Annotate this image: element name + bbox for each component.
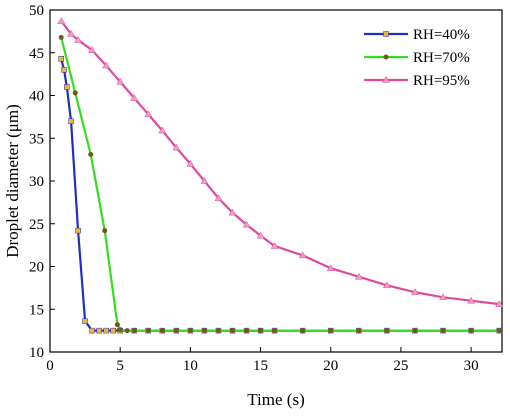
x-tick-label: 20 xyxy=(323,358,338,374)
data-point xyxy=(242,220,251,228)
data-point xyxy=(270,241,279,249)
legend-item: RH=40% xyxy=(364,27,470,43)
data-point xyxy=(300,328,306,334)
data-point xyxy=(116,77,125,85)
data-point xyxy=(326,264,335,271)
data-point xyxy=(215,328,221,334)
data-point xyxy=(439,293,447,301)
data-point xyxy=(158,126,167,134)
data-point xyxy=(74,35,83,43)
x-tick-label: 5 xyxy=(116,358,124,374)
data-point xyxy=(61,67,67,73)
y-tick-label: 30 xyxy=(29,174,44,190)
data-point xyxy=(124,328,130,334)
data-point xyxy=(384,328,390,334)
y-tick-label: 50 xyxy=(29,3,44,19)
x-tick-label: 0 xyxy=(46,358,54,374)
y-tick-label: 15 xyxy=(29,302,44,318)
data-point xyxy=(382,76,390,83)
y-tick-label: 35 xyxy=(29,131,44,147)
data-point xyxy=(102,228,108,234)
y-axis-label: Droplet diameter (μm) xyxy=(3,104,22,258)
data-point xyxy=(214,194,223,201)
data-point xyxy=(58,34,64,40)
data-point xyxy=(72,90,78,96)
legend-item: RH=70% xyxy=(364,50,470,66)
y-tick-label: 45 xyxy=(29,46,44,62)
y-tick-label: 25 xyxy=(29,217,44,233)
y-tick-label: 40 xyxy=(29,89,44,105)
data-point xyxy=(496,328,502,334)
data-point xyxy=(102,61,111,69)
data-point xyxy=(298,251,307,259)
data-point xyxy=(89,327,95,334)
x-axis-label: Time (s) xyxy=(247,390,304,409)
data-point xyxy=(159,328,165,334)
series-2 xyxy=(58,34,502,334)
data-point xyxy=(200,177,209,184)
data-point xyxy=(468,328,474,334)
data-point xyxy=(57,17,66,24)
data-point xyxy=(256,231,265,239)
data-point xyxy=(110,327,116,334)
legend-label: RH=70% xyxy=(413,50,470,66)
data-point xyxy=(186,159,195,167)
data-point xyxy=(328,328,334,334)
data-point xyxy=(75,227,81,234)
data-point xyxy=(173,328,179,334)
legend: RH=40% RH=70% RH=95% xyxy=(364,27,470,89)
legend-label: RH=95% xyxy=(413,73,470,89)
data-point xyxy=(58,55,64,62)
data-point xyxy=(68,118,74,124)
data-point xyxy=(258,328,264,334)
data-point xyxy=(228,208,237,216)
legend-label: RH=40% xyxy=(413,27,470,43)
axis-ticks: 0 5 10 15 20 25 30 10 15 20 25 30 35 40 45 50 xyxy=(29,3,479,374)
data-point xyxy=(229,328,235,334)
data-point xyxy=(64,84,70,90)
data-point xyxy=(96,327,102,334)
data-point xyxy=(103,327,109,334)
data-point xyxy=(467,296,476,304)
data-point xyxy=(201,328,207,334)
data-point xyxy=(383,54,389,60)
data-point xyxy=(495,300,504,307)
data-point xyxy=(412,328,418,334)
data-point xyxy=(88,46,97,53)
x-tick-label: 10 xyxy=(183,358,198,374)
data-point xyxy=(130,94,139,101)
data-point xyxy=(144,110,153,118)
data-point xyxy=(354,272,363,280)
x-tick-label: 25 xyxy=(393,358,408,374)
series-3 xyxy=(57,17,504,307)
data-point xyxy=(114,322,120,328)
x-tick-label: 15 xyxy=(253,358,268,374)
data-point xyxy=(383,31,389,37)
data-point xyxy=(440,328,446,334)
data-point xyxy=(131,328,137,334)
data-point xyxy=(187,328,193,334)
data-point xyxy=(356,328,362,334)
data-point xyxy=(411,288,419,295)
x-tick-label: 30 xyxy=(464,358,479,374)
data-point xyxy=(82,318,88,324)
y-tick-label: 10 xyxy=(29,345,44,361)
data-point xyxy=(88,151,94,157)
data-series xyxy=(57,17,504,334)
data-point xyxy=(272,328,278,334)
data-point xyxy=(172,143,181,151)
data-point xyxy=(67,29,75,37)
data-point xyxy=(145,328,151,334)
data-point xyxy=(117,327,123,333)
legend-item: RH=95% xyxy=(364,73,470,89)
data-point xyxy=(382,281,391,289)
data-point xyxy=(244,328,250,334)
y-tick-label: 20 xyxy=(29,260,44,276)
